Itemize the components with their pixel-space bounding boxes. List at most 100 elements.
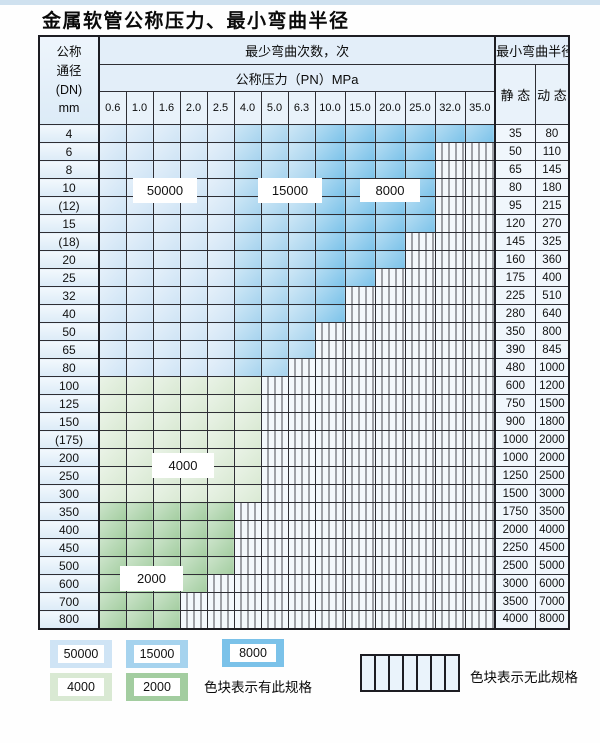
pressure-cell-unavailable	[464, 142, 496, 161]
pressure-cell-available	[206, 286, 235, 305]
pressure-cell-unavailable	[287, 538, 316, 557]
pressure-cell-unavailable	[434, 394, 466, 413]
pressure-cell-available	[179, 214, 208, 233]
pressure-cell-unavailable	[404, 556, 436, 575]
static-value-cell: 1500	[494, 484, 536, 503]
pressure-cell-available	[179, 358, 208, 377]
pressure-cell-unavailable	[260, 394, 289, 413]
pressure-cell-unavailable	[464, 610, 496, 629]
dn-cell: 400	[38, 520, 100, 539]
pressure-cell-unavailable	[344, 538, 376, 557]
static-value-cell: 1000	[494, 430, 536, 449]
pressure-cell-available	[374, 232, 406, 251]
pressure-cell-unavailable	[434, 574, 466, 593]
pressure-column-header: 1.6	[152, 91, 181, 125]
pressure-cell-unavailable	[434, 250, 466, 269]
pressure-cell-available	[287, 304, 316, 323]
static-value-cell: 600	[494, 376, 536, 395]
legend-swatch-label: 15000	[134, 645, 180, 663]
pressure-cell-unavailable	[404, 232, 436, 251]
pressure-cell-available	[233, 322, 262, 341]
pressure-cell-available	[344, 232, 376, 251]
pressure-cell-unavailable	[434, 304, 466, 323]
pressure-cell-available	[98, 232, 127, 251]
dynamic-value-cell: 1000	[534, 358, 570, 377]
pressure-cell-available	[152, 250, 181, 269]
pressure-cell-unavailable	[344, 466, 376, 485]
dn-cell: 15	[38, 214, 100, 233]
dn-cell: 40	[38, 304, 100, 323]
pressure-cell-available	[98, 412, 127, 431]
static-value-cell: 2500	[494, 556, 536, 575]
pressure-column-header: 2.5	[206, 91, 235, 125]
dynamic-value-cell: 6000	[534, 574, 570, 593]
pressure-cell-available	[206, 430, 235, 449]
pressure-cell-unavailable	[233, 610, 262, 629]
pressure-cell-available	[179, 520, 208, 539]
pressure-cell-available	[98, 502, 127, 521]
static-value-cell: 2250	[494, 538, 536, 557]
pressure-cell-available	[125, 376, 154, 395]
pressure-cell-available	[98, 142, 127, 161]
pressure-cell-available	[179, 412, 208, 431]
pressure-cell-available	[464, 124, 496, 143]
pressure-cell-unavailable	[434, 160, 466, 179]
pressure-cell-unavailable	[344, 322, 376, 341]
dn-cell: 32	[38, 286, 100, 305]
legend-swatch-label: 50000	[58, 645, 104, 663]
pressure-cell-unavailable	[344, 340, 376, 359]
pressure-cell-available	[206, 196, 235, 215]
static-value-cell: 480	[494, 358, 536, 377]
pressure-cell-unavailable	[344, 574, 376, 593]
pressure-cell-available	[125, 322, 154, 341]
pressure-cell-unavailable	[434, 340, 466, 359]
legend-has-spec-text: 色块表示有此规格	[204, 680, 312, 695]
static-value-cell: 4000	[494, 610, 536, 629]
pressure-cell-available	[98, 160, 127, 179]
pressure-cell-available	[287, 322, 316, 341]
pressure-cell-available	[98, 286, 127, 305]
pressure-cell-unavailable	[314, 592, 346, 611]
pressure-cell-available	[233, 394, 262, 413]
dn-cell: 4	[38, 124, 100, 143]
pressure-cell-unavailable	[344, 592, 376, 611]
pressure-cell-available	[374, 142, 406, 161]
pressure-cell-unavailable	[287, 574, 316, 593]
pressure-cell-available	[260, 322, 289, 341]
dn-cell: (12)	[38, 196, 100, 215]
pressure-column-header: 25.0	[404, 91, 436, 125]
pressure-cell-unavailable	[434, 610, 466, 629]
static-value-cell: 175	[494, 268, 536, 287]
pressure-cell-available	[260, 142, 289, 161]
pressure-cell-unavailable	[260, 448, 289, 467]
pressure-cell-unavailable	[464, 556, 496, 575]
pressure-cell-unavailable	[314, 556, 346, 575]
pressure-cell-unavailable	[287, 412, 316, 431]
dn-cell: 600	[38, 574, 100, 593]
dynamic-value-cell: 325	[534, 232, 570, 251]
legend-swatch-4000: 4000	[50, 673, 112, 701]
pressure-cell-available	[152, 214, 181, 233]
dn-cell: 300	[38, 484, 100, 503]
dn-cell: 20	[38, 250, 100, 269]
page-title: 金属软管公称压力、最小弯曲半径	[42, 10, 350, 32]
legend-swatch-label: 4000	[58, 678, 104, 696]
table-row: 125 750 1500	[38, 394, 570, 413]
pressure-cell-unavailable	[434, 538, 466, 557]
pressure-cell-unavailable	[314, 376, 346, 395]
pressure-cell-unavailable	[434, 214, 466, 233]
pressure-cell-unavailable	[404, 340, 436, 359]
pressure-cell-available	[314, 178, 346, 197]
pressure-cell-available	[206, 232, 235, 251]
static-value-cell: 80	[494, 178, 536, 197]
pressure-header: 公称压力（PN）MPa	[97, 64, 496, 92]
pressure-column-header: 1.0	[125, 91, 154, 125]
pressure-cell-available	[98, 268, 127, 287]
pressure-cell-unavailable	[404, 304, 436, 323]
pressure-cell-unavailable	[314, 394, 346, 413]
pressure-cell-unavailable	[464, 160, 496, 179]
pressure-cell-available	[206, 340, 235, 359]
table-row: 4 35 80	[38, 124, 570, 143]
pressure-cell-unavailable	[287, 394, 316, 413]
